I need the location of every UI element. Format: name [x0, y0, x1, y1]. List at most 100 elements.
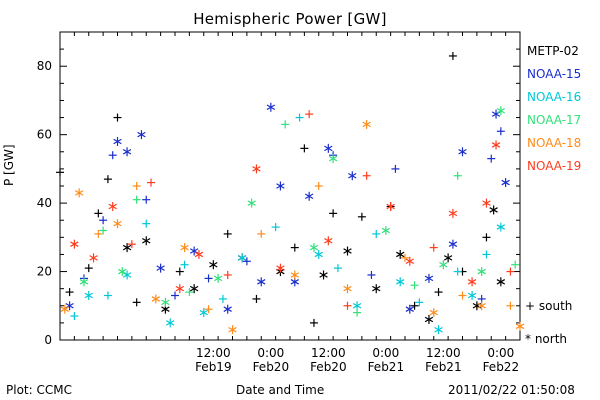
noaa-17-south-point [453, 171, 462, 180]
noaa-19-north-point [324, 236, 333, 246]
noaa-16-north-point [199, 308, 208, 318]
noaa-19-south-point [429, 243, 438, 252]
metp-02-south-point [113, 113, 122, 122]
noaa-19-north-point [467, 277, 477, 287]
noaa-19-north-point [108, 202, 117, 212]
noaa-19-north-point [276, 263, 285, 273]
metp-02-north-point [142, 236, 151, 246]
x-tick-label-date: Feb22 [483, 360, 520, 374]
noaa-18-north-point [477, 301, 486, 311]
noaa-15-north-point [266, 102, 276, 112]
noaa-18-north-point [343, 284, 352, 294]
noaa-18-north-point [515, 321, 525, 331]
noaa-17-south-point [281, 120, 290, 129]
metp-02-south-point [434, 288, 443, 297]
noaa-16-north-point [467, 291, 477, 301]
noaa-15-north-point [424, 273, 434, 283]
x-tick-label-time: 0:00 [487, 346, 514, 360]
metp-02-north-point [209, 260, 218, 270]
noaa-19-south-point [506, 267, 515, 276]
y-tick-label: 60 [37, 128, 52, 142]
noaa-15-north-point [448, 239, 458, 249]
noaa-19-south-point [343, 301, 352, 310]
marker-legend-north: * north [525, 332, 567, 346]
noaa-15-south-point [142, 195, 151, 204]
noaa-17-south-point [185, 288, 194, 297]
noaa-15-north-point [65, 301, 74, 311]
noaa-19-north-point [175, 284, 184, 294]
north-marker-label: north [534, 332, 568, 346]
noaa-19-north-point [491, 140, 501, 150]
metp-02-north-point [443, 253, 453, 263]
legend-item-noaa-19: NOAA-19 [527, 159, 582, 173]
noaa-15-south-point [242, 257, 251, 266]
x-tick-label-time: 0:00 [257, 346, 284, 360]
noaa-18-north-point [228, 325, 237, 335]
noaa-16-south-point [271, 223, 280, 232]
noaa-18-north-point [74, 188, 84, 198]
x-tick-label-time: 12:00 [311, 346, 346, 360]
metp-02-south-point [290, 243, 299, 252]
noaa-16-south-point [180, 260, 189, 269]
noaa-18-south-point [257, 229, 266, 238]
noaa-16-south-point [70, 312, 79, 321]
noaa-17-south-point [353, 308, 362, 317]
metp-02-south-point [357, 212, 366, 221]
x-tick-label-time: 0:00 [372, 346, 399, 360]
metp-02-north-point [189, 284, 199, 294]
legend-item-noaa-16: NOAA-16 [527, 90, 582, 104]
metp-02-north-point [343, 246, 352, 256]
metp-02-south-point [329, 209, 338, 218]
noaa-18-south-point [204, 305, 213, 314]
y-tick-label: 20 [37, 265, 52, 279]
noaa-17-south-point [99, 226, 108, 235]
noaa-15-north-point [458, 147, 467, 157]
noaa-17-south-point [132, 195, 141, 204]
noaa-15-south-point [108, 151, 117, 160]
noaa-15-north-point [156, 263, 165, 273]
noaa-17-north-point [496, 106, 506, 116]
noaa-19-north-point [448, 208, 458, 218]
noaa-19-north-point [482, 198, 491, 208]
metp-02-north-point [372, 284, 381, 294]
noaa-15-north-point [501, 178, 510, 188]
legend-item-metp-02: METP-02 [527, 44, 579, 58]
metp-02-south-point [410, 301, 419, 310]
noaa-18-south-point [314, 182, 323, 190]
x-tick-label-date: Feb20 [253, 360, 290, 374]
south-marker-label: south [538, 299, 573, 313]
x-axis-label: Date and Time [236, 383, 325, 397]
legend-item-noaa-17: NOAA-17 [527, 113, 582, 127]
metp-02-north-point [319, 270, 328, 280]
noaa-19-north-point [386, 202, 395, 212]
metp-02-north-point [122, 243, 132, 253]
y-tick-label: 0 [44, 333, 52, 347]
x-tick-label-time: 12:00 [426, 346, 461, 360]
noaa-19-north-point [194, 249, 204, 259]
metp-02-south-point [94, 209, 103, 218]
noaa-18-north-point [180, 243, 189, 253]
noaa-15-south-point [487, 154, 496, 163]
noaa-15-north-point [257, 277, 266, 287]
metp-02-south-point [252, 294, 261, 303]
noaa-15-south-point [367, 270, 376, 279]
x-tick-label-date: Feb21 [425, 360, 462, 374]
noaa-19-north-point [70, 239, 79, 249]
metp-02-north-point [496, 277, 506, 287]
x-tick-label-time: 12:00 [196, 346, 231, 360]
metp-02-south-point [300, 144, 309, 153]
noaa-18-south-point [506, 301, 515, 310]
noaa-17-north-point [161, 297, 170, 307]
noaa-15-south-point [171, 291, 179, 300]
noaa-15-north-point [223, 304, 232, 314]
x-tick-label-date: Feb19 [195, 360, 232, 374]
metp-02-south-point [132, 298, 141, 307]
noaa-17-north-point [439, 260, 448, 270]
plot-timestamp: 2011/02/22 01:50:08 [448, 383, 575, 397]
noaa-18-south-point [401, 253, 409, 262]
noaa-19-south-point [147, 178, 156, 187]
metp-02-south-point [309, 318, 318, 327]
noaa-16-south-point [142, 219, 151, 228]
noaa-19-north-point [89, 253, 98, 263]
noaa-15-south-point [496, 127, 505, 136]
